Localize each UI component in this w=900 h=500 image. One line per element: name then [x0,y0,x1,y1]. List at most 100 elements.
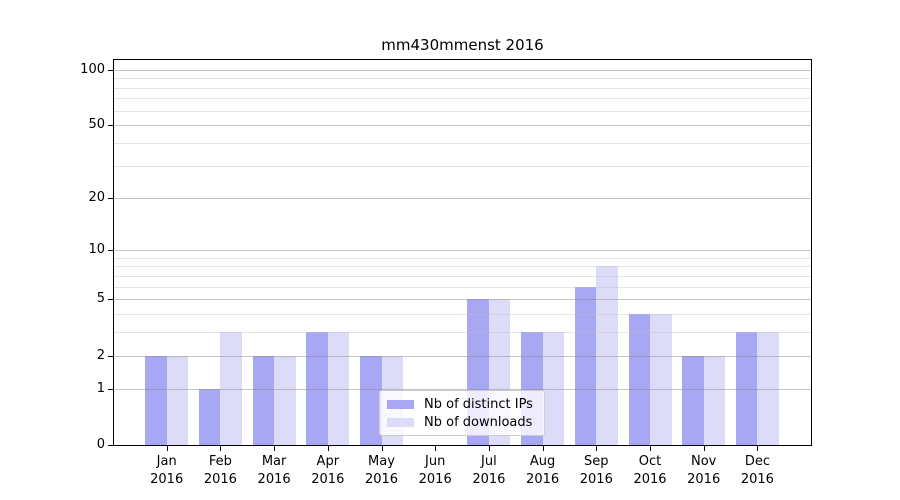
minor-gridline [114,143,811,145]
y-tick-label: 5 [96,291,105,307]
major-gridline [114,299,811,301]
bar-downloads-sep [596,266,618,445]
major-gridline [114,250,811,252]
minor-gridline [114,286,811,288]
x-tick-year: 2016 [418,472,452,487]
grid-layer [114,60,811,445]
x-tick-label: Mar 2016 [247,453,301,489]
y-tick-label: 50 [88,117,105,133]
x-tick-mark [435,446,437,451]
x-tick-month: Oct [638,454,662,469]
x-tick-year: 2016 [740,472,774,487]
y-tick-mark [108,250,113,252]
y-tick-label: 0 [96,437,105,452]
x-tick-mark [703,446,705,451]
x-tick-month: Feb [208,454,232,469]
x-tick-label: Dec 2016 [730,453,784,489]
x-tick-mark [166,446,168,451]
y-tick-mark [108,388,113,390]
y-tick-label: 20 [88,189,105,205]
x-tick-month: Apr [316,454,340,469]
x-tick-label: Feb 2016 [193,453,247,489]
x-tick-label: Jul 2016 [462,453,516,489]
minor-gridline [114,78,811,80]
y-tick-mark [108,445,113,446]
x-tick-month: Dec [744,454,770,469]
x-tick-month: May [368,454,395,469]
bar-distinct-ips-may [360,355,382,445]
x-tick-mark [596,446,598,451]
bar-downloads-oct [650,314,672,445]
x-tick-year: 2016 [364,472,399,487]
minor-gridline [114,332,811,334]
x-tick-year: 2016 [472,472,506,487]
y-tick-mark [108,299,113,301]
minor-gridline [114,275,811,277]
legend-swatch-distinct-ips-icon [387,399,414,409]
bar-distinct-ips-jan [145,355,167,445]
y-tick-mark [108,125,113,127]
x-tick-year: 2016 [579,472,613,487]
chart-title: mm430mmenst 2016 [381,36,544,54]
bar-distinct-ips-feb [198,388,221,445]
x-tick-mark [381,446,383,451]
x-tick-year: 2016 [203,472,237,487]
x-tick-mark [220,446,222,451]
x-tick-year: 2016 [687,472,721,487]
bar-downloads-mar [274,355,296,445]
major-gridline [114,69,811,71]
x-tick-month: Aug [529,454,556,469]
y-tick-label: 1 [96,380,105,396]
bar-downloads-nov [703,355,726,445]
x-tick-year: 2016 [150,472,184,487]
x-tick-label: Jan 2016 [140,453,194,489]
x-tick-label: Sep 2016 [569,453,623,489]
legend-item-distinct-ips: Nb of distinct IPs [387,397,533,412]
major-gridline [114,197,811,199]
x-tick-label: Oct 2016 [623,453,677,489]
x-tick-year: 2016 [257,472,291,487]
x-tick-label: May 2016 [355,453,409,489]
x-tick-mark [542,446,544,451]
x-tick-year: 2016 [311,472,345,487]
x-tick-mark [327,446,329,451]
legend-label-distinct-ips: Nb of distinct IPs [424,396,533,412]
bar-distinct-ips-nov [682,355,704,445]
x-tick-label: Aug 2016 [516,453,570,489]
legend: Nb of distinct IPs Nb of downloads [379,390,545,436]
x-tick-label: Apr 2016 [301,453,355,489]
x-tick-month: Sep [584,454,609,469]
x-tick-label: Jun 2016 [408,453,462,489]
x-tick-year: 2016 [526,472,560,487]
x-tick-month: Jul [481,454,497,469]
legend-label-downloads: Nb of downloads [424,414,533,430]
major-gridline [114,125,811,127]
x-tick-mark [274,446,276,451]
y-tick-label: 100 [80,61,105,77]
minor-gridline [114,87,811,89]
plot-area [113,59,812,446]
bar-downloads-jan [166,355,189,445]
minor-gridline [114,314,811,316]
minor-gridline [114,257,811,259]
bar-distinct-ips-sep [574,286,597,445]
major-gridline [114,355,811,357]
bar-distinct-ips-mar [252,355,275,445]
x-tick-label: Nov 2016 [677,453,731,489]
legend-item-downloads: Nb of downloads [387,415,533,430]
x-tick-mark [650,446,651,451]
x-tick-year: 2016 [633,472,667,487]
x-tick-month: Jun [425,454,446,469]
bar-distinct-ips-oct [628,314,650,445]
x-tick-mark [757,446,759,451]
y-tick-mark [108,69,113,71]
y-tick-label: 10 [88,242,105,258]
x-tick-month: Nov [691,454,717,469]
y-tick-mark [108,355,113,357]
minor-gridline [114,165,811,167]
minor-gridline [114,110,811,112]
y-tick-mark [108,197,113,199]
x-tick-month: Jan [156,454,177,469]
x-tick-mark [488,446,490,451]
